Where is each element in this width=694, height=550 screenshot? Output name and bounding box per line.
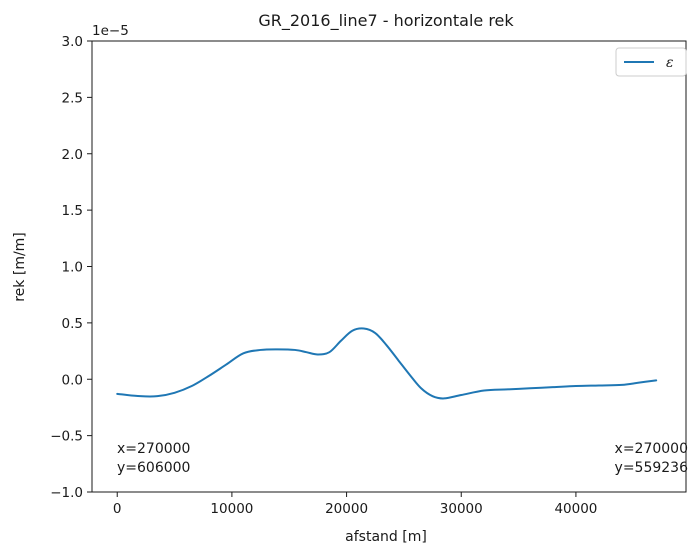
legend: ε: [615, 47, 687, 77]
annotation-right-y: y=559236: [615, 460, 689, 476]
y-axis-label: rek [m/m]: [12, 232, 28, 302]
plot-area: 0 10000 20000 30000 40000 −1.0 −0.5 0.0 0.5 1.0 1.…: [50, 34, 687, 517]
x-tick-label: 20000: [325, 501, 368, 517]
y-tick-label: 3.0: [62, 34, 83, 50]
y-tick-label: −1.0: [50, 485, 83, 501]
y-tick-label: 1.5: [62, 203, 83, 219]
y-offset-text: 1e−5: [92, 23, 129, 39]
y-tick-label: 0.5: [62, 316, 83, 332]
series-line-epsilon: [116, 327, 658, 400]
legend-label: ε: [666, 55, 674, 71]
y-tick-label: 2.0: [62, 147, 83, 163]
x-tick-label: 40000: [554, 501, 597, 517]
x-tick-label: 10000: [210, 501, 253, 517]
chart-title: GR_2016_line7 - horizontale rek: [258, 11, 514, 31]
x-axis-label: afstand [m]: [345, 529, 427, 545]
y-tick-label: 2.5: [62, 90, 83, 106]
x-tick-label: 30000: [440, 501, 483, 517]
x-tick-label: 0: [113, 501, 122, 517]
annotation-right-x: x=270000: [615, 441, 688, 457]
annotation-left-y: y=606000: [117, 460, 190, 476]
annotation-left-x: x=270000: [117, 441, 190, 457]
y-tick-label: 1.0: [62, 260, 83, 276]
y-tick-label: 0.0: [62, 372, 83, 388]
axes-frame: [91, 40, 687, 493]
y-tick-label: −0.5: [50, 429, 83, 445]
